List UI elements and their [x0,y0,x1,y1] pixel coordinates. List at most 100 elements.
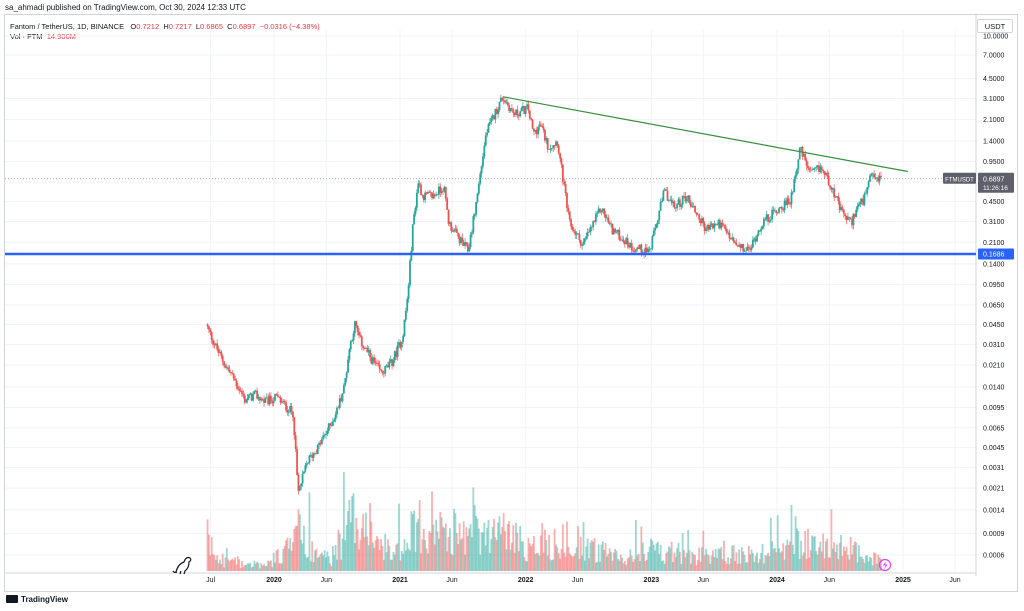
candle-body [615,232,618,233]
candle-body [438,186,440,195]
x-tick-label: 2021 [392,577,408,584]
candle-body [513,113,516,115]
volume-bar [438,538,440,571]
drawings [5,96,976,256]
volume-bar [836,544,838,571]
volume-bar [758,559,761,571]
volume-bar [320,552,323,571]
volume-bar [783,559,786,571]
volume-bar [561,524,564,571]
candle-body [747,246,750,249]
volume-bar [841,555,844,571]
candle-body [641,252,644,254]
candle-body [499,97,502,102]
candle-body [362,346,365,349]
volume-bar [256,561,259,571]
volume-bar [406,542,409,571]
candle-body [774,210,776,212]
volume-bar [480,532,483,571]
volume-bar [731,545,734,571]
candle-body [841,207,844,210]
volume-bar [312,562,315,571]
candle-body [290,405,293,412]
volume-bar [526,561,528,571]
volume-bar [531,543,534,571]
candle-body [365,347,367,349]
volume-bar [786,539,789,571]
volume-bar [352,493,355,571]
candle-body [425,192,428,194]
volume-bar [337,529,340,571]
price-scale-currency[interactable]: USDT [977,19,1013,33]
candle-body [804,154,807,161]
volume-bar [216,555,219,571]
volume-bar [378,550,381,571]
volume-bar [272,552,275,571]
volume-bar [808,557,811,571]
volume-bar [683,550,685,571]
candle-body [870,174,873,176]
candle-body [479,173,482,184]
candle-body [698,214,701,220]
candle-body [367,349,370,353]
volume-bar [305,557,308,571]
candle-body [268,395,271,405]
volume-bar [533,535,535,571]
candle-body [398,342,400,346]
candle-body [235,380,238,387]
y-tick-label: 0.1400 [983,261,1005,268]
candle-body [612,228,615,235]
candle-body [618,229,621,240]
candle-body [769,219,772,221]
volume-bar [585,546,588,571]
volume-bar [676,548,679,571]
volume-bar [611,560,614,571]
volume-bar [549,559,552,571]
volume-bar [338,533,341,571]
candle-body [241,390,243,395]
dino-icon [172,556,192,575]
volume-bar [435,519,438,571]
candle-body [831,188,834,190]
candle-body [465,242,468,245]
y-tick-label: 0.0045 [983,445,1005,452]
volume-bar [340,559,343,571]
candle-body [292,411,294,418]
candle-body [790,192,793,205]
volume-bar [568,553,571,571]
volume-bar [482,532,484,571]
candle-body [834,196,837,198]
volume-bar [415,522,418,571]
volume-bar [493,518,495,571]
volume-bar [826,538,829,571]
x-tick-label: Jul [206,577,215,584]
candle-body [391,359,393,366]
volume-bar [544,529,546,571]
symbol-title[interactable]: Fantom / TetherUS, 1D, BINANCE [10,22,125,31]
volume-bar [424,540,427,571]
volume-bar [534,554,537,571]
volume-bar [209,555,212,571]
open-label: O [130,22,137,31]
volume-bar [363,537,366,571]
candle-body [739,244,742,248]
candle-body [254,390,257,392]
candle-body [793,178,796,192]
volume-bar [805,558,808,571]
volume-bar [264,565,267,571]
volume-bar [454,513,457,571]
volume-bar [637,553,640,571]
candle-body [221,355,224,362]
y-tick-label: 0.0140 [983,384,1005,391]
candle-body [453,229,455,232]
volume-bar [422,528,425,571]
volume-bar [595,562,597,571]
candle-body [579,240,582,246]
volume-bar [858,545,860,571]
candle-body [407,285,410,300]
candle-body [476,193,479,203]
footer-brand: TradingView [21,595,68,604]
volume-bar [461,538,464,571]
volume-bar [476,518,479,571]
